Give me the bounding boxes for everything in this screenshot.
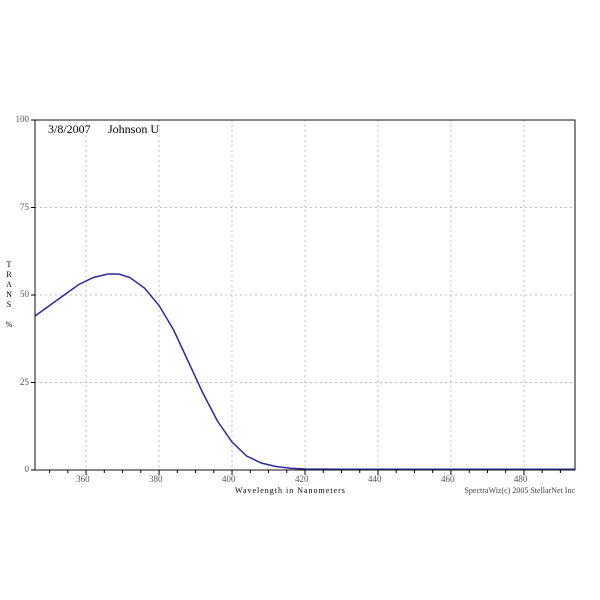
y-axis-label: TRANS % xyxy=(4,260,14,330)
chart-title-name: Johnson U xyxy=(108,122,159,137)
chart-title-date: 3/8/2007 xyxy=(48,122,91,137)
x-axis-label: Wavelength in Nanometers xyxy=(235,486,346,495)
y-tick-label: 100 xyxy=(16,114,30,124)
y-tick-label: 75 xyxy=(20,202,29,212)
x-tick-label: 400 xyxy=(222,474,236,484)
x-tick-label: 440 xyxy=(368,474,382,484)
footer-credit: SpectraWiz(c) 2005 StellarNet Inc xyxy=(464,486,575,495)
transmission-chart xyxy=(0,0,600,600)
x-tick-label: 360 xyxy=(76,474,90,484)
x-tick-label: 460 xyxy=(441,474,455,484)
y-tick-label: 0 xyxy=(25,464,30,474)
chart-container: 3/8/2007 Johnson U Wavelength in Nanomet… xyxy=(0,0,600,600)
x-tick-label: 480 xyxy=(514,474,528,484)
y-tick-label: 50 xyxy=(20,289,29,299)
x-tick-label: 380 xyxy=(149,474,163,484)
y-tick-label: 25 xyxy=(20,377,29,387)
x-tick-label: 420 xyxy=(295,474,309,484)
